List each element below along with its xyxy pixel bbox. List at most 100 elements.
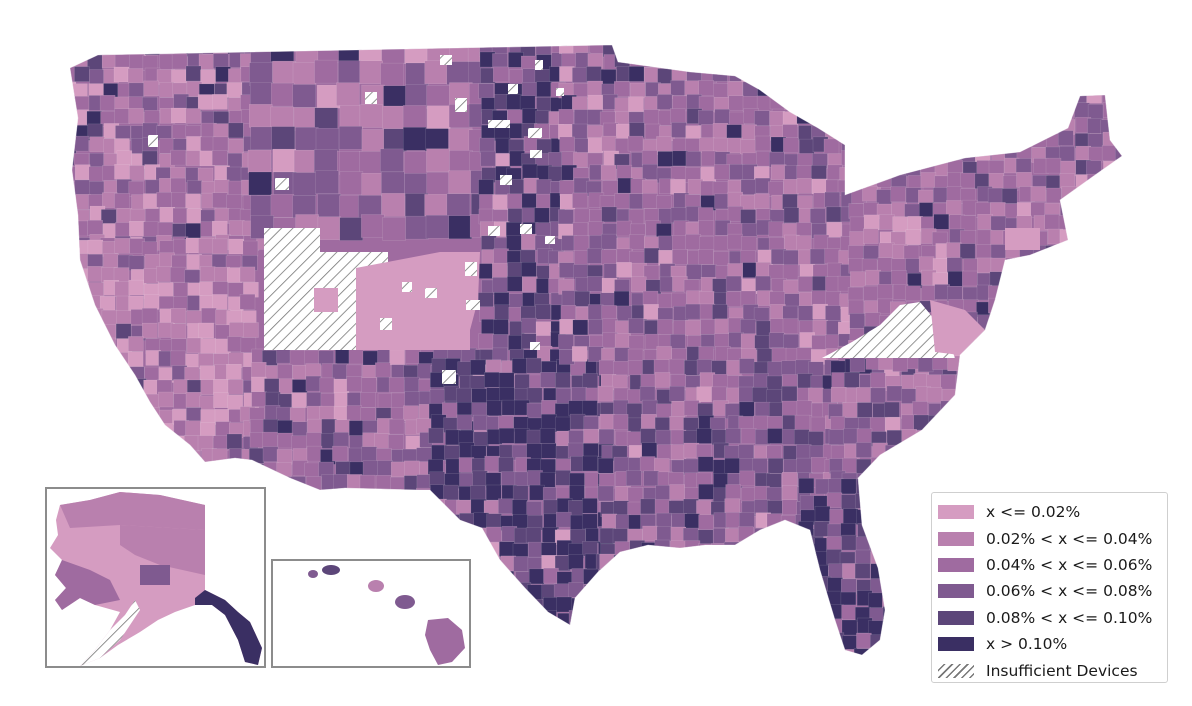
county-cell xyxy=(444,445,460,461)
county-cell xyxy=(574,291,590,307)
county-cell xyxy=(493,248,509,264)
county-cell xyxy=(74,297,91,313)
county-cell xyxy=(499,583,515,599)
county-cell xyxy=(640,428,656,444)
county-cell xyxy=(548,166,564,182)
hatched-county xyxy=(380,318,392,330)
county-cell xyxy=(319,405,335,422)
county-cell xyxy=(824,191,840,208)
legend-item: 0.02% < x <= 0.04% xyxy=(938,525,1167,551)
county-cell xyxy=(213,392,229,408)
county-cell xyxy=(766,529,783,545)
county-cell xyxy=(144,45,160,56)
county-cell xyxy=(319,377,335,394)
county-cell xyxy=(478,333,494,349)
county-cell xyxy=(402,105,427,129)
county-cell xyxy=(987,187,1004,204)
county-cell xyxy=(70,448,75,464)
county-cell xyxy=(796,108,813,124)
county-cell xyxy=(870,387,886,404)
county-cell xyxy=(782,485,798,501)
county-cell xyxy=(1102,357,1119,373)
county-cell xyxy=(627,135,644,152)
county-cell xyxy=(659,54,675,70)
county-cell xyxy=(473,414,489,431)
county-cell xyxy=(72,280,88,296)
county-cell xyxy=(535,321,552,337)
county-cell xyxy=(304,350,320,366)
county-cell xyxy=(883,470,900,487)
county-cell xyxy=(837,82,854,98)
county-cell xyxy=(198,322,214,339)
county-cell xyxy=(1046,326,1063,343)
county-cell xyxy=(711,429,728,445)
county-cell xyxy=(729,66,745,82)
county-cell xyxy=(741,66,757,83)
hatched-county xyxy=(402,282,412,292)
county-cell xyxy=(656,403,672,419)
county-cell xyxy=(88,166,105,182)
county-cell xyxy=(629,122,645,138)
county-cell xyxy=(359,151,383,175)
county-cell xyxy=(754,528,770,544)
county-cell xyxy=(1116,159,1122,175)
county-cell xyxy=(272,60,296,85)
county-cell xyxy=(962,270,978,287)
county-cell xyxy=(851,147,867,163)
county-cell xyxy=(102,449,118,465)
county-cell xyxy=(899,633,916,649)
county-cell xyxy=(627,360,644,376)
county-cell xyxy=(1030,313,1046,329)
legend-label: 0.08% < x <= 0.10% xyxy=(986,608,1153,627)
county-cell xyxy=(529,484,545,501)
county-cell xyxy=(741,235,757,252)
county-cell xyxy=(906,133,922,149)
county-cell xyxy=(88,422,104,438)
county-cell xyxy=(890,132,907,148)
county-cell xyxy=(1117,298,1122,314)
county-cell xyxy=(315,127,340,152)
county-cell xyxy=(574,138,590,154)
county-cell xyxy=(426,148,450,172)
county-cell xyxy=(478,83,494,99)
county-cell xyxy=(917,356,934,373)
county-cell xyxy=(989,271,1006,287)
county-cell xyxy=(670,334,686,350)
county-cell xyxy=(339,151,363,175)
legend-label: 0.06% < x <= 0.08% xyxy=(986,582,1153,601)
hatched-county xyxy=(508,84,518,94)
county-cell xyxy=(568,582,584,598)
county-cell xyxy=(1046,187,1062,204)
county-cell xyxy=(903,91,920,107)
county-cell xyxy=(559,319,575,335)
county-cell xyxy=(1087,216,1104,232)
county-cell xyxy=(799,561,815,578)
county-cell xyxy=(882,617,899,634)
county-cell xyxy=(1016,202,1033,218)
county-cell xyxy=(1002,102,1018,119)
county-cell xyxy=(641,542,657,558)
county-cell xyxy=(670,53,686,69)
county-cell xyxy=(103,462,120,478)
county-cell xyxy=(471,539,487,556)
county-cell xyxy=(898,577,914,593)
county-cell xyxy=(642,179,658,196)
county-cell xyxy=(375,475,392,491)
county-cell xyxy=(901,471,917,487)
county-cell xyxy=(443,484,459,501)
county-cell xyxy=(1072,201,1088,217)
county-cell xyxy=(70,166,77,183)
county-cell xyxy=(114,164,130,180)
county-cell xyxy=(1059,91,1076,108)
county-cell xyxy=(292,379,308,395)
county-cell xyxy=(472,470,488,487)
county-cell xyxy=(1044,301,1060,317)
county-cell xyxy=(499,541,515,557)
county-cell xyxy=(827,618,843,634)
county-cell xyxy=(946,88,962,105)
county-cell xyxy=(449,150,473,174)
county-cell xyxy=(141,308,158,324)
county-cell xyxy=(448,170,472,194)
county-cell xyxy=(226,433,243,450)
county-cell xyxy=(304,490,320,506)
